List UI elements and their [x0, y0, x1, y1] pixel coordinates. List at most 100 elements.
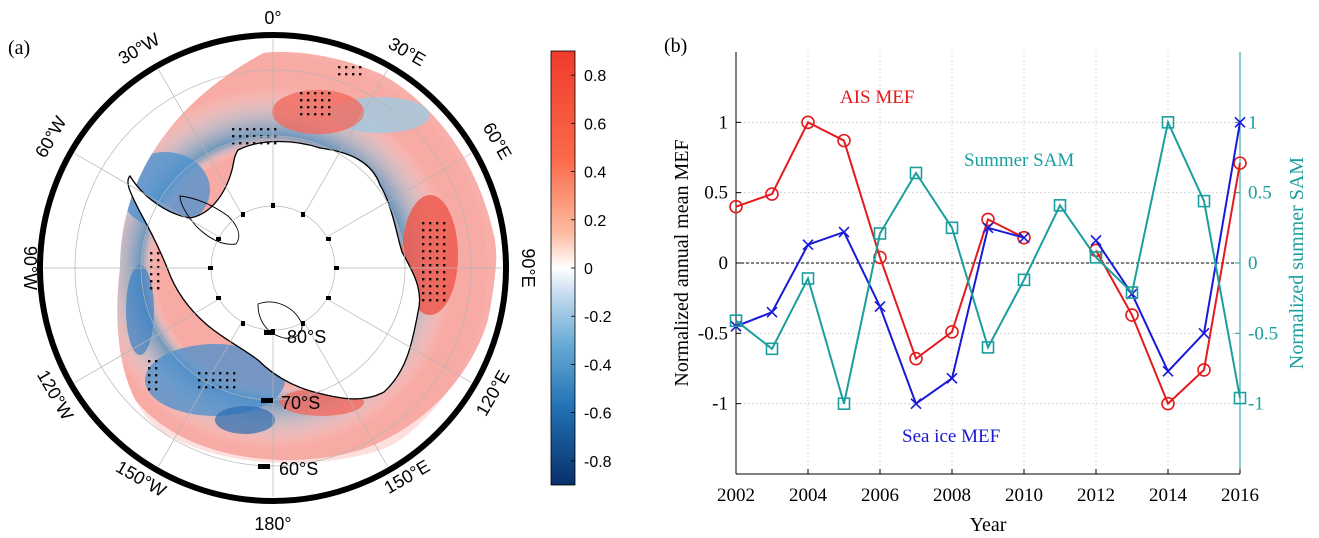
significance-dot [436, 222, 439, 225]
significance-dot [436, 229, 439, 232]
significance-dot [157, 280, 160, 283]
significance-dot [429, 292, 432, 295]
significance-dot [205, 379, 208, 382]
significance-dot [443, 285, 446, 288]
x-tick-label: 2008 [933, 485, 971, 506]
significance-dot [338, 73, 341, 76]
significance-dot [321, 106, 324, 109]
significance-dot [429, 236, 432, 239]
data-point [1090, 234, 1102, 247]
significance-dot [253, 128, 256, 131]
significance-dot [429, 271, 432, 274]
data-point [801, 272, 815, 285]
significance-dot [443, 271, 446, 274]
data-point [802, 239, 814, 251]
significance-dot [219, 379, 222, 382]
positive-anomaly-patch [272, 90, 364, 134]
colorbar-tick-label: -0.2 [584, 309, 612, 326]
significance-dot [246, 135, 249, 138]
significance-dot [422, 229, 425, 232]
significance-dot [307, 113, 310, 116]
lon-label-180: 180° [254, 514, 291, 534]
significance-dot [148, 374, 151, 377]
data-point [1125, 308, 1139, 322]
significance-dot [267, 128, 270, 131]
data-point [1089, 251, 1103, 264]
significance-dot [422, 299, 425, 302]
significance-dot [352, 66, 355, 69]
lon-label-60e: 60°E [479, 119, 516, 163]
significance-dot [429, 250, 432, 253]
data-point [729, 199, 743, 214]
y-axis-label: Normalized annual mean MEF [671, 139, 693, 386]
significance-dot [429, 229, 432, 232]
significance-dot [233, 386, 236, 389]
significance-dot [212, 372, 215, 375]
data-point [1161, 396, 1175, 411]
y2-tick-label: -1 [1248, 394, 1264, 415]
y2-tick-label: 0.5 [1248, 183, 1272, 204]
significance-dot [307, 106, 310, 109]
significance-dot [436, 299, 439, 302]
significance-dot [429, 278, 432, 281]
series-ais-mef [729, 115, 1247, 411]
significance-dot [260, 142, 263, 145]
significance-dot [157, 266, 160, 269]
data-point [909, 166, 923, 180]
lon-label-30w: 30°W [115, 29, 163, 68]
data-point [910, 398, 922, 410]
x-tick-label: 2002 [717, 485, 755, 506]
data-point [909, 351, 923, 366]
significance-dot [233, 372, 236, 375]
panel-a-label: (a) [8, 37, 30, 59]
colorbar-tick-label: 0.8 [584, 68, 606, 85]
significance-dot [246, 128, 249, 131]
data-point [982, 222, 994, 234]
significance-dot [328, 113, 331, 116]
data-point [981, 341, 995, 354]
significance-dot [443, 278, 446, 281]
significance-dot [443, 250, 446, 253]
significance-dot [274, 142, 277, 145]
significance-dot [253, 135, 256, 138]
data-point [946, 372, 958, 384]
significance-dot [150, 266, 153, 269]
data-point [801, 115, 815, 130]
significance-dot [148, 381, 151, 384]
significance-dot [359, 66, 362, 69]
data-point [1018, 232, 1030, 244]
significance-dot [429, 285, 432, 288]
series-label: Summer SAM [964, 150, 1074, 171]
significance-dot [436, 271, 439, 274]
data-point [1198, 327, 1210, 339]
significance-dot [429, 222, 432, 225]
significance-dot [157, 273, 160, 276]
significance-dot [436, 285, 439, 288]
significance-dot [157, 252, 160, 255]
significance-dot [321, 92, 324, 95]
y2-tick-label: 0 [1248, 253, 1258, 274]
data-point [838, 226, 850, 238]
data-point [873, 227, 887, 240]
significance-dot [157, 259, 160, 262]
significance-dot [155, 367, 158, 370]
colorbar: 0.8 0.6 0.4 0.2 0 -0.2 -0.4 -0.6 -0.8 [550, 50, 612, 486]
significance-dot [150, 273, 153, 276]
significance-dot [233, 379, 236, 382]
significance-dot [345, 66, 348, 69]
ice-shelf-outline [257, 301, 303, 339]
map-frame [37, 32, 509, 504]
significance-dot [422, 250, 425, 253]
lat-label-60s: 60°S [279, 459, 318, 479]
y-tick-label: -0.5 [698, 323, 728, 344]
meridian-line [326, 153, 472, 238]
meridian-line [158, 69, 243, 215]
significance-dot [246, 142, 249, 145]
significance-dot [422, 222, 425, 225]
significance-dot [155, 360, 158, 363]
meridian-line [326, 298, 472, 383]
meridian-line [74, 298, 220, 383]
data-point [1197, 194, 1211, 208]
lon-label-0: 0° [264, 8, 281, 28]
